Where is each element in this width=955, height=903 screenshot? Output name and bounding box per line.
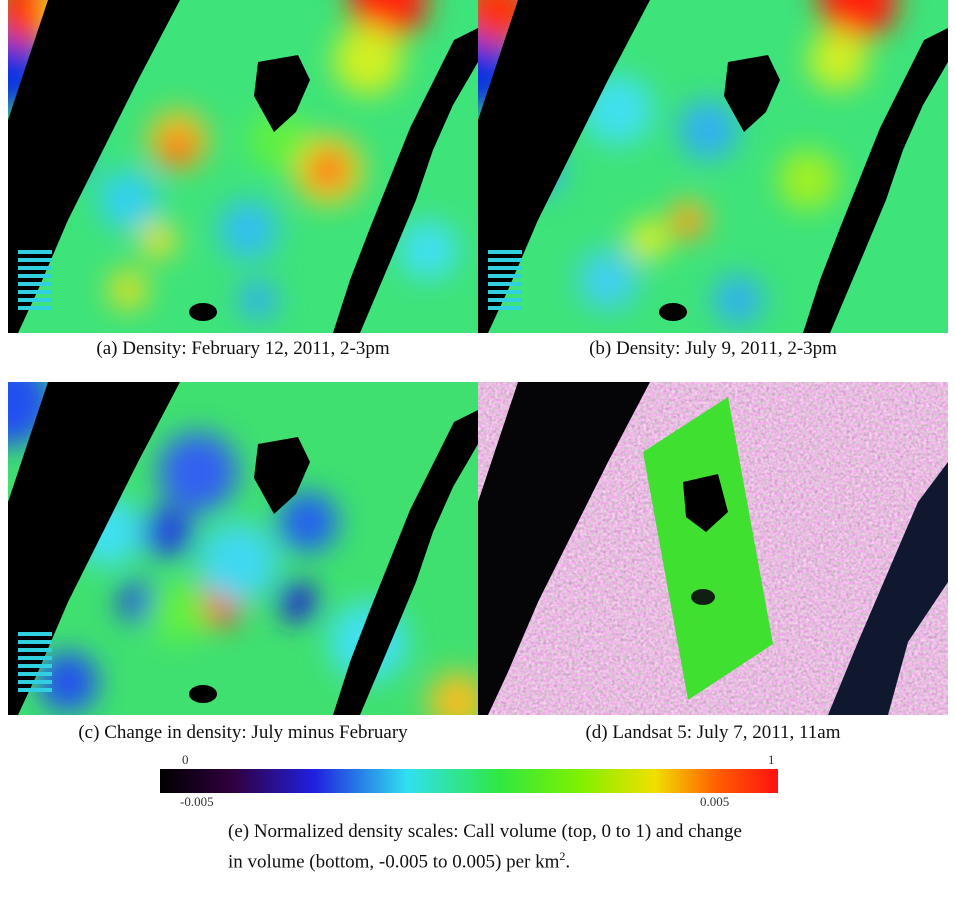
pond	[691, 589, 715, 605]
pier	[488, 306, 522, 310]
heat-blob	[778, 150, 838, 210]
heat-blob	[333, 25, 403, 95]
caption-c: (c) Change in density: July minus Februa…	[8, 722, 478, 744]
caption-e-end: .	[565, 851, 570, 872]
colorbar-bottom-label: -0.005	[180, 794, 214, 810]
pier	[488, 258, 522, 262]
caption-e-text: (e) Normalized density scales: Call volu…	[228, 821, 742, 872]
pier	[488, 266, 522, 270]
pier	[18, 656, 52, 660]
page: (a) Density: February 12, 2011, 2-3pm (b…	[0, 0, 955, 903]
pier	[488, 298, 522, 302]
caption-a: (a) Density: February 12, 2011, 2-3pm	[8, 338, 478, 360]
heat-blob	[238, 280, 278, 320]
heat-blob	[143, 507, 193, 557]
colorbar-top-label: 1	[768, 752, 775, 768]
pier	[18, 282, 52, 286]
pier	[18, 648, 52, 652]
pier	[488, 282, 522, 286]
heat-blob	[218, 200, 278, 260]
heat-blob	[158, 432, 238, 512]
pier	[18, 664, 52, 668]
island	[189, 303, 217, 321]
caption-e: (e) Normalized density scales: Call volu…	[228, 820, 748, 874]
heat-blob	[198, 522, 278, 602]
colorbar	[160, 769, 778, 793]
pier	[18, 266, 52, 270]
pier	[18, 672, 52, 676]
pier	[18, 306, 52, 310]
pier	[18, 640, 52, 644]
heat-blob	[628, 220, 668, 260]
heat-blob	[164, 136, 192, 164]
pier	[18, 274, 52, 278]
heat-blob	[678, 100, 738, 160]
heat-blob	[140, 222, 176, 258]
pier	[18, 290, 52, 294]
heat-blob	[578, 250, 638, 310]
pier	[18, 258, 52, 262]
colorbar-bottom-label: 0.005	[700, 794, 729, 810]
pier	[18, 250, 52, 254]
island	[659, 303, 687, 321]
pier	[18, 688, 52, 692]
density-map-feb	[8, 0, 478, 333]
density-map-jul	[478, 0, 948, 333]
pier	[18, 632, 52, 636]
pier	[488, 274, 522, 278]
caption-d: (d) Landsat 5: July 7, 2011, 11am	[478, 722, 948, 744]
landsat-image	[478, 382, 948, 715]
heat-blob	[278, 582, 318, 622]
pier	[18, 680, 52, 684]
heat-blob	[808, 30, 868, 90]
pier	[488, 250, 522, 254]
heat-blob	[398, 220, 458, 280]
pier	[18, 298, 52, 302]
heat-blob	[108, 270, 148, 310]
colorbar-top-label: 0	[182, 752, 189, 768]
heat-blob	[713, 275, 763, 325]
heat-blob	[312, 154, 344, 186]
heat-blob	[679, 216, 697, 234]
colorbar-gradient	[160, 769, 778, 793]
heat-blob	[98, 170, 158, 230]
change-map	[8, 382, 478, 715]
caption-b: (b) Density: July 9, 2011, 2-3pm	[478, 338, 948, 360]
heat-blob	[148, 582, 208, 642]
island	[189, 685, 217, 703]
pier	[488, 290, 522, 294]
